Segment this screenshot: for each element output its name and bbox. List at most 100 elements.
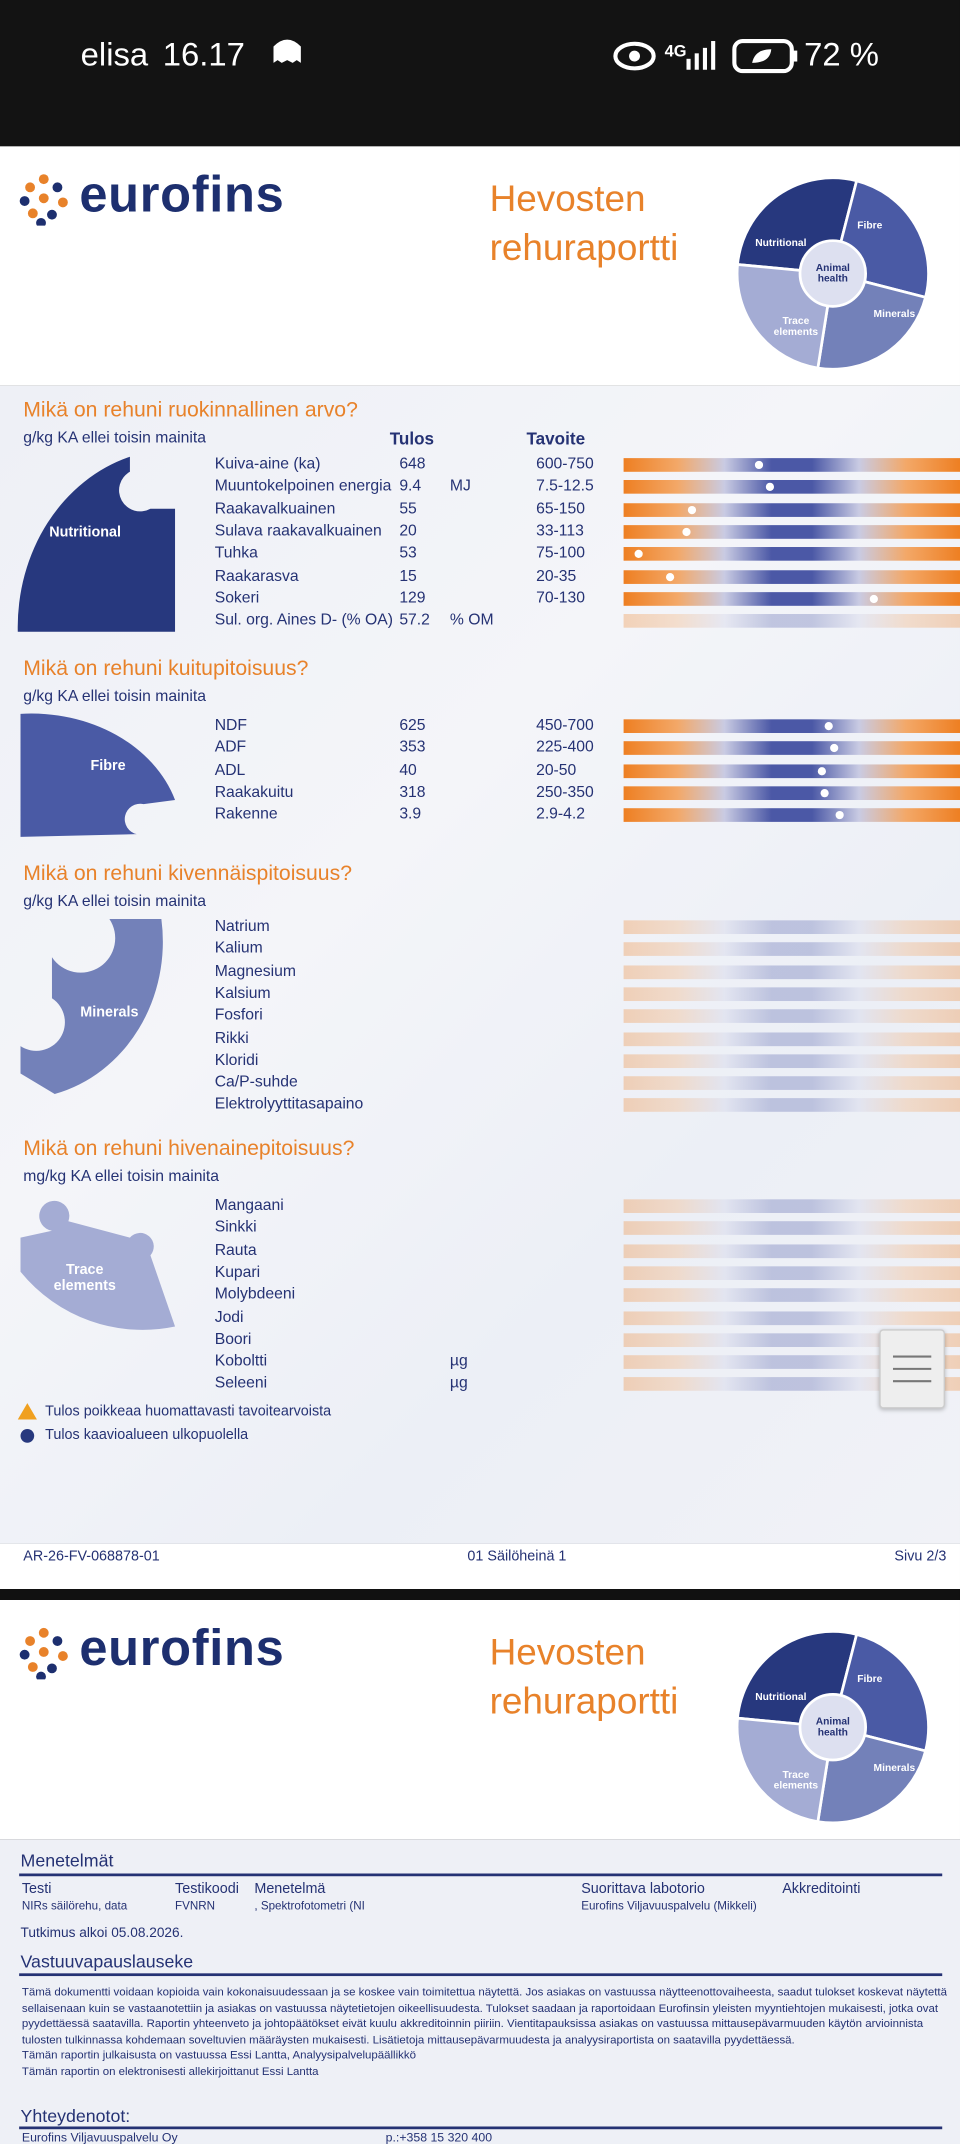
puzzle-wheel: Nutritional Fibre Minerals Trace elements An…	[735, 176, 930, 371]
logo-dot	[25, 1636, 36, 1646]
wheel-label: Minerals	[874, 309, 916, 320]
wheel-center-label: Animal health	[815, 262, 850, 285]
disclaimer-line: tulosten tulkinnassa kohdemaan soveltuvi…	[21, 2032, 795, 2047]
rule	[19, 1973, 943, 1976]
column-header: Tulos	[389, 429, 435, 449]
legend-text: Tulos kaavioalueen ulkopuolella	[45, 1426, 249, 1444]
report-page-2-body	[0, 1839, 960, 2144]
section-note: g/kg KA ellei toisin mainita	[23, 430, 206, 447]
report-title: Hevosten	[489, 177, 646, 220]
logo-dot	[36, 1671, 46, 1680]
segment-shape	[20, 918, 163, 1095]
row-name: ADL	[214, 762, 246, 779]
wheel-center-box: Animal health	[816, 1716, 850, 1737]
logo-dot	[57, 1651, 68, 1661]
row-result: 318	[399, 784, 426, 801]
result-marker	[824, 722, 833, 731]
row-result: 40	[399, 762, 417, 779]
row-name: Rakenne	[214, 806, 278, 824]
range-bar	[623, 1310, 960, 1325]
segment-graphic	[17, 456, 176, 632]
row-name: Seleeni	[214, 1375, 268, 1393]
wheel-label-box: Trace elements	[774, 1770, 818, 1791]
row-name: Koboltti	[214, 1353, 268, 1370]
row-name: Natrium	[214, 918, 270, 935]
disclaimer-line: sellaisenaan kuin se vastaanotettiin ja …	[21, 2000, 939, 2015]
range-bar	[623, 547, 960, 561]
row-name: Raakavalkuainen	[214, 500, 336, 518]
table-header: Akkreditointi	[782, 1880, 861, 1898]
table-cell: Eurofins Viljavuuspalvelu (Mikkeli)	[581, 1898, 757, 1913]
logo-dot	[19, 196, 30, 206]
row-name: Fosfori	[214, 1007, 263, 1025]
legend-text: Tulos poikkeaa huomattavasti tavoitearvo…	[45, 1403, 332, 1420]
table-header: Testikoodi	[175, 1880, 239, 1898]
range-bar	[623, 569, 960, 584]
column-header: Tavoite	[526, 429, 586, 449]
wheel-label: Fibre	[857, 220, 882, 231]
logo-dot	[57, 197, 68, 208]
range-bar	[623, 1098, 960, 1113]
range-bar	[623, 591, 960, 606]
result-marker	[683, 527, 692, 536]
logo: eurofins	[79, 1620, 285, 1677]
range-bar	[623, 1076, 960, 1091]
report-title: rehuraportti	[489, 1680, 679, 1722]
range-bar	[623, 1288, 960, 1303]
wheel-center	[798, 1692, 868, 1762]
row-target: 7.5-12.5	[536, 478, 594, 496]
segment-shape	[20, 713, 176, 837]
section-note: g/kg KA ellei toisin mainita	[23, 688, 206, 706]
range-bar	[623, 964, 960, 979]
logo-dot	[38, 1647, 49, 1657]
legend-icons	[17, 1403, 37, 1443]
range-bar	[623, 741, 960, 756]
result-marker	[869, 594, 878, 603]
footer-page: Sivu 2/3	[894, 1548, 947, 1565]
report-title: Hevosten	[489, 1631, 646, 1673]
row-target: 33-113	[536, 523, 584, 540]
range-bar	[623, 1031, 960, 1046]
wheel-label: Nutritional	[755, 238, 806, 249]
range-bar	[623, 1377, 960, 1392]
rule	[19, 1873, 943, 1876]
result-marker	[754, 460, 764, 470]
result-marker	[818, 766, 827, 775]
segment-label: Trace elements	[53, 1261, 116, 1294]
row-result: 129	[399, 590, 426, 607]
result-marker	[665, 572, 675, 581]
menu-button[interactable]	[879, 1329, 945, 1409]
row-name: Kupari	[214, 1264, 261, 1281]
row-name: Kalium	[214, 940, 263, 958]
wheel-label-box: Trace elements	[773, 315, 819, 338]
range-bar	[623, 1009, 960, 1024]
row-target: 600-750	[536, 456, 594, 473]
wheel-center-box: Animal health	[815, 262, 850, 285]
report-title: rehuraportti	[489, 227, 679, 269]
footer-sample: 01 Säilöheinä 1	[467, 1548, 567, 1565]
row-name: ADF	[214, 739, 247, 757]
row-target: 20-50	[536, 762, 577, 779]
row-unit: MJ	[449, 478, 471, 496]
range-bar	[623, 524, 960, 539]
status-bar	[0, 0, 960, 147]
range-bar	[623, 920, 960, 935]
outside-icon	[20, 1429, 35, 1443]
range-bar	[623, 1054, 960, 1068]
row-name: NDF	[214, 717, 248, 734]
segment-graphic	[20, 1200, 176, 1330]
logo-dot	[38, 193, 49, 204]
wheel-label: Trace elements	[773, 315, 819, 338]
logo-dot	[19, 1649, 30, 1660]
row-name: Kloridi	[214, 1052, 259, 1069]
logo-dot	[36, 217, 46, 226]
segment-graphic	[20, 713, 176, 837]
range-bar	[623, 786, 960, 800]
row-name: Boori	[214, 1331, 252, 1348]
row-name: Rauta	[214, 1242, 257, 1259]
section-title: Mikä on rehuni kivennäispitoisuus?	[23, 862, 352, 886]
menu-icon	[892, 1355, 932, 1383]
start-date: Tutkimus alkoi 05.08.2026.	[20, 1926, 184, 1942]
row-result: 625	[399, 717, 426, 734]
segment-label: Nutritional	[49, 524, 122, 541]
